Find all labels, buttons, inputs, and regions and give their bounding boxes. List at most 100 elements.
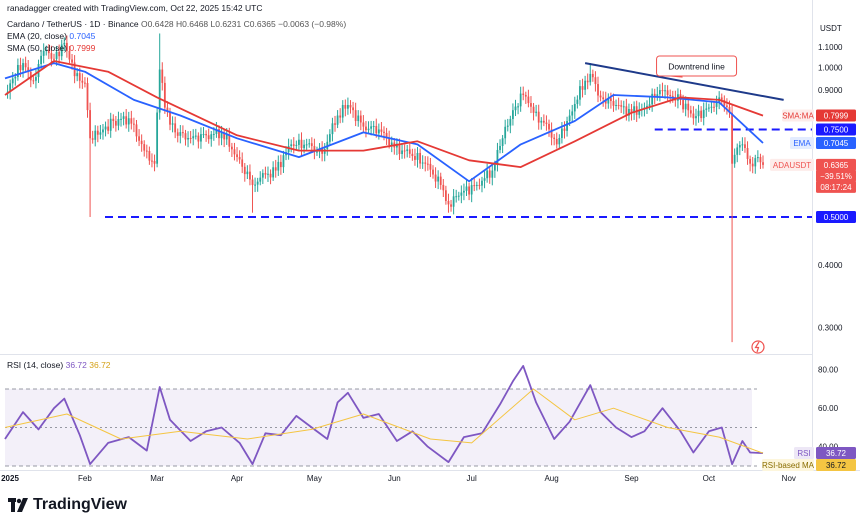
candle-body (398, 143, 401, 155)
candle-body (452, 196, 455, 207)
downtrend-line (584, 62, 784, 101)
candle-body (401, 150, 403, 155)
candle-body (548, 123, 550, 130)
candle-body (648, 104, 651, 106)
candle-body (174, 123, 177, 133)
candle-body (468, 186, 470, 195)
candle-body (189, 137, 192, 139)
candle-body (60, 44, 63, 57)
ema-legend[interactable]: EMA (20, close) 0.7045 (7, 31, 95, 41)
sma-legend-label: SMA (50, close) (7, 43, 67, 53)
candle-body (700, 110, 703, 119)
ema-line (4, 62, 764, 183)
candle-body (218, 129, 220, 139)
ema-badge-value-bg (816, 136, 856, 149)
candle-body (256, 181, 259, 185)
candle-body (682, 99, 684, 110)
candle-body (429, 163, 432, 170)
candle-body (372, 125, 375, 127)
candle-body (344, 105, 347, 109)
candle-body (269, 173, 272, 178)
price-tick-label: 0.4000 (818, 261, 843, 270)
rsi-tick-label: 80.00 (818, 366, 839, 375)
candle-body (444, 190, 447, 201)
candle-body (352, 107, 354, 111)
sma-badge-label: SMA:MA (782, 112, 814, 121)
candle-body (102, 129, 104, 133)
candle-body (233, 149, 236, 155)
ema-legend-label: EMA (20, close) (7, 31, 67, 41)
candle-body (684, 103, 687, 110)
candle-body (385, 132, 388, 139)
rsi-ma-badge-value: 36.72 (826, 461, 847, 470)
candle-body (290, 144, 293, 147)
candle-body (9, 83, 12, 92)
candle-body (347, 104, 349, 109)
price-tick-label: 1.0000 (818, 63, 843, 72)
price-tick-label: 0.9000 (818, 86, 843, 95)
rsi-ma-legend-value: 36.72 (89, 360, 111, 370)
price-axis-currency: USDT (820, 24, 842, 33)
time-axis-label: Aug (544, 474, 558, 483)
candle-body (478, 184, 481, 186)
candle-body (390, 142, 393, 146)
candle-body (305, 144, 308, 146)
candle-body (14, 76, 17, 79)
candle-body (205, 134, 208, 136)
candle-body (537, 111, 540, 123)
price-badge-change: −39.51% (820, 172, 852, 181)
candle-body (254, 184, 256, 186)
rsi-legend-label: RSI (14, close) (7, 360, 64, 370)
candle-body (715, 103, 718, 107)
symbol-line[interactable]: Cardano / TetherUS · 1D · Binance O0.642… (7, 19, 346, 29)
candle-body (187, 137, 189, 140)
candle-body (295, 144, 298, 146)
candle-body (563, 128, 566, 131)
axis-badges: 0.7999 SMA:MA 0.7500 0.7045 EMA 0.6365 ADAUSDT… (762, 109, 856, 472)
candle-body (630, 109, 633, 113)
candle-body (47, 50, 50, 54)
rsi-badge-label-bg (794, 447, 814, 460)
candle-body (540, 120, 543, 123)
candle-body (421, 162, 424, 164)
candle-body (615, 104, 617, 106)
candle-body (194, 135, 197, 137)
time-axis-label: Apr (231, 474, 244, 483)
candle-body (625, 106, 628, 116)
candle-body (50, 53, 53, 59)
candle-body (509, 119, 512, 126)
price-badge-countdown: 08:17:24 (820, 183, 852, 192)
price-badge-change-bg (816, 169, 856, 182)
candle-body (460, 192, 463, 196)
sma-legend[interactable]: SMA (50, close) 0.7999 (7, 43, 95, 53)
candle-body (228, 134, 231, 147)
rsi-legend[interactable]: RSI (14, close) 36.72 36.72 (7, 360, 111, 370)
rsi-lines (4, 365, 764, 465)
candle-body (86, 83, 89, 111)
candle-body (744, 144, 746, 149)
candle-body (310, 143, 313, 147)
candle-body (514, 106, 517, 111)
candle-body (689, 110, 692, 114)
sma-line (4, 60, 764, 168)
candle-body (63, 42, 66, 45)
level-low-badge-bg (816, 210, 856, 223)
candle-body (450, 204, 452, 207)
ema-badge-value: 0.7045 (824, 139, 849, 148)
candle-body (151, 160, 153, 162)
candle-body (138, 136, 140, 141)
candle-body (99, 132, 102, 135)
candle-body (182, 132, 184, 134)
candle-body (176, 132, 179, 136)
tradingview-logo[interactable]: TradingView (8, 496, 127, 514)
candle-body (617, 104, 620, 106)
price-badge-countdown-bg (816, 180, 856, 193)
candle-body (470, 185, 473, 195)
candle-body (424, 162, 427, 164)
candle-body (561, 128, 563, 138)
candle-body (308, 143, 311, 145)
candle-body (720, 97, 723, 100)
symbol-title[interactable]: Cardano / TetherUS · 1D · Binance (7, 19, 139, 29)
alert-icon[interactable] (751, 340, 765, 354)
